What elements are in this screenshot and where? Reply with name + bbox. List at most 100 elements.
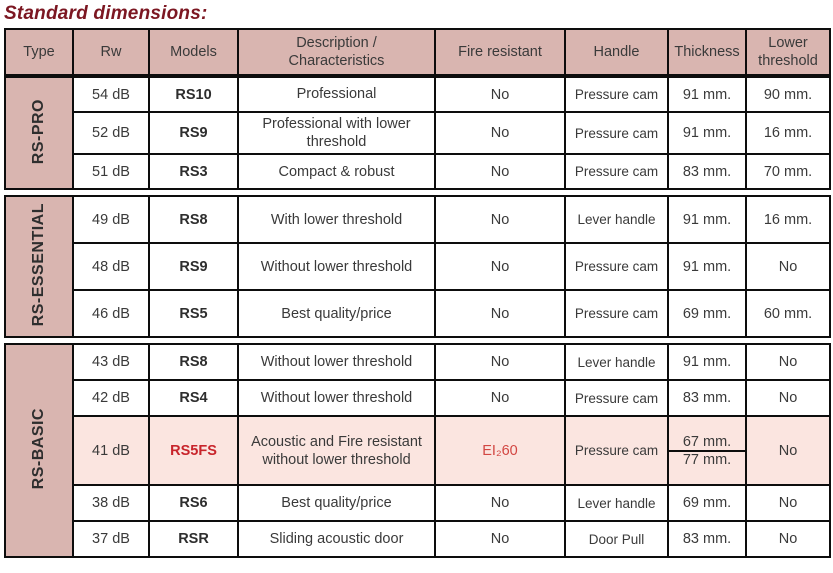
description-cell: Best quality/price <box>237 484 436 523</box>
table-row: 46 dB RS5 Best quality/price No Pressure cam… <box>5 289 831 339</box>
table-row: 52 dB RS9 Professional with lower threshol… <box>5 110 831 156</box>
model-cell: RS9 <box>148 242 239 292</box>
rw-cell: 43 dB <box>72 343 150 382</box>
handle-cell: Door Pull <box>564 520 669 559</box>
thickness-cell: 67 mm. 77 mm. <box>667 415 747 487</box>
handle-cell: Pressure cam <box>564 242 669 292</box>
table-row: RS-PRO 54 dB RS10 Professional No Pressure ca… <box>4 75 831 191</box>
model-cell: RSR <box>148 520 239 559</box>
rw-cell: 46 dB <box>72 289 150 339</box>
model-cell: RS5 <box>148 289 239 339</box>
description-cell: With lower threshold <box>237 195 436 245</box>
thickness-cell: 91 mm. <box>667 76 747 113</box>
handle-cell: Pressure cam <box>564 76 669 113</box>
table-row: 41 dB RS5FS Acoustic and Fire resistant wi… <box>5 415 831 487</box>
description-cell: Best quality/price <box>237 289 436 339</box>
column-header-rw: Rw <box>72 28 150 76</box>
table-row: 42 dB RS4 Without lower threshold No Pressur… <box>5 379 831 418</box>
section-type-label: RS-BASIC <box>30 408 47 490</box>
description-cell: Professional <box>237 76 436 113</box>
column-header-models: Models <box>148 28 239 76</box>
thickness-cell: 91 mm. <box>667 343 747 382</box>
lower-threshold-cell: 16 mm. <box>745 195 831 245</box>
table-row: RS-BASIC 43 dB RS8 Without lower threshold N… <box>4 343 831 559</box>
table-row: 51 dB RS3 Compact & robust No Pressure cam 83… <box>5 153 831 191</box>
thickness-value: 67 mm. <box>682 433 732 450</box>
rw-cell: 48 dB <box>72 242 150 292</box>
table-row: 37 dB RSR Sliding acoustic door No Door Pull… <box>5 520 831 559</box>
lower-threshold-cell: 60 mm. <box>745 289 831 339</box>
fire-resistant-cell: No <box>434 379 566 418</box>
column-header-type: Type <box>4 28 74 76</box>
handle-cell: Pressure cam <box>564 415 669 487</box>
type-cell: RS-ESSENTIAL <box>4 195 74 339</box>
lower-threshold-cell: No <box>745 484 831 523</box>
table-sections: RS-PRO 54 dB RS10 Professional No Pressure ca… <box>4 75 831 559</box>
handle-cell: Pressure cam <box>564 289 669 339</box>
lower-threshold-cell: 90 mm. <box>745 76 831 113</box>
fire-resistant-cell: No <box>434 520 566 559</box>
column-header-fire-resistant: Fire resistant <box>434 28 566 76</box>
handle-cell: Lever handle <box>564 484 669 523</box>
lower-threshold-cell: 16 mm. <box>745 110 831 156</box>
section-type-label: RS-ESSENTIAL <box>30 203 47 327</box>
lower-threshold-cell: No <box>745 520 831 559</box>
description-cell: Without lower threshold <box>237 242 436 292</box>
type-cell: RS-BASIC <box>4 343 74 559</box>
thickness-cell: 91 mm. <box>667 195 747 245</box>
model-cell: RS6 <box>148 484 239 523</box>
table-row: 38 dB RS6 Best quality/price No Lever handle… <box>5 484 831 523</box>
section-table-rs-essential: RS-ESSENTIAL 49 dB RS8 With lower threshold… <box>4 195 831 339</box>
description-cell: Without lower threshold <box>237 343 436 382</box>
thickness-cell: 83 mm. <box>667 153 747 191</box>
fire-resistant-cell: No <box>434 153 566 191</box>
rw-cell: 49 dB <box>72 195 150 245</box>
model-cell: RS5FS <box>148 415 239 487</box>
description-cell: Without lower threshold <box>237 379 436 418</box>
handle-cell: Lever handle <box>564 195 669 245</box>
column-header-lower-threshold: Lower threshold <box>745 28 831 76</box>
lower-threshold-cell: No <box>745 415 831 487</box>
handle-cell: Pressure cam <box>564 110 669 156</box>
page-title: Standard dimensions: <box>4 3 208 24</box>
fire-resistant-cell: No <box>434 242 566 292</box>
handle-cell: Pressure cam <box>564 379 669 418</box>
lower-threshold-cell: No <box>745 343 831 382</box>
model-cell: RS10 <box>148 76 239 113</box>
thickness-cell: 91 mm. <box>667 242 747 292</box>
rw-cell: 54 dB <box>72 76 150 113</box>
type-cell: RS-PRO <box>4 75 74 191</box>
rw-cell: 37 dB <box>72 520 150 559</box>
fire-resistant-cell: No <box>434 343 566 382</box>
thickness-cell: 83 mm. <box>667 379 747 418</box>
model-cell: RS9 <box>148 110 239 156</box>
thickness-cell: 91 mm. <box>667 110 747 156</box>
column-header-handle: Handle <box>564 28 669 76</box>
model-cell: RS8 <box>148 195 239 245</box>
column-header-thickness: Thickness <box>667 28 747 76</box>
fire-resistant-cell: EI₂60 <box>434 415 566 487</box>
lower-threshold-cell: No <box>745 379 831 418</box>
fire-resistant-cell: No <box>434 110 566 156</box>
handle-cell: Lever handle <box>564 343 669 382</box>
section-table-rs-basic: RS-BASIC 43 dB RS8 Without lower threshold N… <box>4 343 831 559</box>
fire-resistant-cell: No <box>434 76 566 113</box>
handle-cell: Pressure cam <box>564 153 669 191</box>
model-cell: RS3 <box>148 153 239 191</box>
column-header-description: Description / Characteristics <box>237 28 436 76</box>
thickness-cell: 83 mm. <box>667 520 747 559</box>
thickness-cell: 69 mm. <box>667 289 747 339</box>
rw-cell: 42 dB <box>72 379 150 418</box>
table-row: RS-ESSENTIAL 49 dB RS8 With lower threshold… <box>4 195 831 339</box>
rw-cell: 52 dB <box>72 110 150 156</box>
rw-cell: 51 dB <box>72 153 150 191</box>
thickness-cell: 69 mm. <box>667 484 747 523</box>
fire-resistant-cell: No <box>434 484 566 523</box>
description-cell: Acoustic and Fire resistant without lowe… <box>237 415 436 487</box>
section-table-rs-pro: RS-PRO 54 dB RS10 Professional No Pressure ca… <box>4 75 831 191</box>
lower-threshold-cell: 70 mm. <box>745 153 831 191</box>
description-cell: Sliding acoustic door <box>237 520 436 559</box>
model-cell: RS8 <box>148 343 239 382</box>
rw-cell: 38 dB <box>72 484 150 523</box>
lower-threshold-cell: No <box>745 242 831 292</box>
